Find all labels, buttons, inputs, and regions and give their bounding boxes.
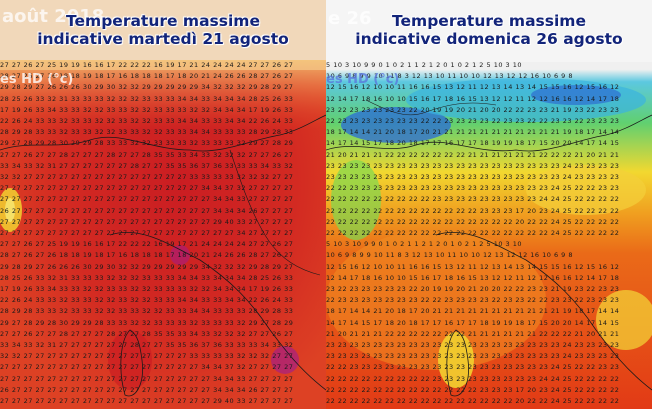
title-left: Temperature massime indicative martedì 2… [0, 12, 326, 48]
temperature-row: 22 22 22 22 22 22 22 22 22 22 22 22 22 2… [326, 385, 620, 394]
temperature-row: 22 26 24 33 33 32 33 33 32 32 33 32 32 3… [0, 117, 294, 126]
temperature-row: 23 23 23 23 23 23 23 23 23 23 23 23 23 2… [326, 173, 620, 182]
temperature-row: 23 23 23 23 23 23 23 23 23 23 23 23 23 2… [326, 161, 620, 170]
model-label-right: es HD (°c) [326, 72, 400, 87]
temperature-row: 22 23 23 23 23 23 23 23 22 22 23 23 23 2… [326, 296, 620, 305]
temperature-row: 22 22 22 22 22 22 22 22 22 23 23 23 23 2… [326, 374, 620, 383]
temperature-row: 26 27 27 27 27 27 27 27 27 27 27 27 27 2… [0, 385, 294, 394]
temperature-row: 33 34 33 32 31 27 27 27 27 27 27 28 27 2… [0, 341, 294, 350]
temperature-row: 27 27 26 27 25 19 19 16 16 17 22 22 22 1… [0, 240, 294, 249]
temperature-row: 17 19 26 33 34 33 33 32 32 33 33 32 32 3… [0, 105, 294, 114]
temperature-row: 22 22 22 22 22 22 22 22 22 22 22 22 22 2… [326, 229, 620, 238]
temperature-row: 32 32 27 27 27 27 27 27 27 27 27 27 27 2… [0, 352, 294, 361]
temperature-row: 28 25 26 33 32 31 33 33 33 32 32 32 33 3… [0, 94, 294, 103]
model-label-left: es HD (°c) [0, 72, 74, 87]
temperature-row: 17 19 26 33 34 33 33 32 32 33 33 32 32 3… [0, 285, 294, 294]
title-right: Temperature massime indicative domenica … [326, 12, 652, 48]
temperature-row: 5 10 3 10 9 9 0 1 0 2 1 1 2 1 2 0 1 0 2 … [326, 240, 523, 249]
temperature-row: 28 27 26 27 26 18 18 19 18 17 16 18 18 1… [0, 72, 294, 81]
temperature-row: 27 27 27 27 27 27 27 27 27 27 27 27 27 2… [0, 217, 294, 226]
temperature-row: 23 22 23 23 23 23 23 22 20 19 19 20 21 2… [326, 285, 620, 294]
temperature-row: 23 22 23 23 23 23 23 22 20 19 19 20 21 2… [326, 105, 620, 114]
temperature-row: 18 17 14 14 21 20 18 17 20 21 21 21 21 2… [326, 307, 620, 316]
temperature-row: 12 15 16 12 10 10 11 16 16 15 13 12 11 1… [326, 83, 620, 92]
temperature-row: 27 27 27 27 27 27 27 27 27 27 27 27 27 2… [0, 397, 294, 406]
temperature-values-left: 27 27 26 27 25 19 19 16 16 17 22 22 22 1… [0, 60, 326, 409]
title-left-line1: Temperature massime [66, 12, 260, 30]
title-left-line2: indicative martedì 21 agosto [37, 30, 289, 48]
temperature-map-right [326, 0, 652, 409]
watermark-date-left: août 2018 [2, 6, 105, 27]
temperature-row: 22 22 22 22 22 22 22 22 22 22 22 22 22 2… [326, 206, 620, 215]
temperature-row: 28 29 28 33 33 32 33 33 32 32 33 33 32 3… [0, 128, 294, 137]
temperature-row: 29 28 29 27 26 26 26 30 29 30 32 32 29 2… [0, 83, 294, 92]
temperature-row: 27 27 26 27 27 28 27 27 27 28 27 27 28 3… [0, 329, 294, 338]
temperature-row: 10 6 9 8 9 9 10 11 8 3 12 13 10 11 10 10… [326, 251, 574, 260]
temperature-row: 22 23 23 23 23 23 23 23 22 22 23 23 23 2… [326, 117, 620, 126]
temperature-values-right: 5 10 3 10 9 9 0 1 0 2 1 1 2 1 2 0 1 0 2 … [326, 60, 652, 409]
temperature-row: 28 25 26 33 32 31 33 33 33 32 32 32 33 3… [0, 273, 294, 282]
title-right-line1: Temperature massime [392, 12, 586, 30]
temperature-row: 10 6 9 8 9 9 10 11 8 3 12 13 10 11 10 10… [326, 72, 574, 81]
temperature-row: 5 10 3 10 9 9 0 1 0 2 1 1 2 1 2 0 1 0 2 … [326, 61, 523, 69]
coastline-overlay-left [0, 114, 326, 397]
temperature-row: 22 22 22 22 22 22 22 22 22 22 22 22 22 2… [326, 217, 620, 226]
temperature-row: 12 15 16 12 10 10 11 16 16 15 13 12 11 1… [326, 262, 620, 271]
temperature-row: 29 27 28 29 28 30 29 29 28 33 33 32 32 3… [0, 318, 294, 327]
map-panel-right: 5 10 3 10 9 9 0 1 0 2 1 1 2 1 2 0 1 0 2 … [326, 0, 652, 409]
temperature-row: 28 27 26 27 26 18 18 19 18 17 16 18 18 1… [0, 251, 294, 260]
temperature-row: 27 27 27 27 27 27 27 27 27 27 27 27 27 2… [0, 229, 294, 238]
map-panel-left: 27 27 26 27 25 19 19 16 16 17 22 22 22 1… [0, 0, 326, 409]
temperature-row: 22 22 23 23 23 23 23 23 23 23 23 23 23 2… [326, 363, 620, 372]
temperature-row: 12 14 17 18 16 10 10 15 16 17 18 16 15 1… [326, 273, 620, 282]
temperature-row: 23 23 23 23 23 23 23 23 23 23 23 23 23 2… [326, 352, 620, 361]
title-right-line2: indicative domenica 26 agosto [355, 30, 623, 48]
temperature-row: 22 22 22 22 22 22 22 22 22 22 22 22 22 2… [326, 397, 620, 406]
temperature-row: 27 27 26 27 27 28 27 27 27 28 27 27 28 3… [0, 150, 294, 159]
temperature-row: 27 27 26 27 25 19 19 16 16 17 22 22 22 1… [0, 61, 294, 69]
temperature-row: 14 17 14 15 17 18 20 18 17 17 16 17 17 1… [326, 139, 620, 148]
temperature-row: 14 17 14 15 17 18 20 18 17 17 16 17 17 1… [326, 318, 620, 327]
temperature-row: 22 26 24 33 33 32 33 33 32 32 33 32 32 3… [0, 296, 294, 305]
temperature-row: 12 14 17 18 16 10 10 15 16 17 18 16 15 1… [326, 94, 620, 103]
watermark-date-right: e 26 [328, 8, 372, 29]
coastline-overlay-right [326, 99, 652, 397]
temperature-row: 28 29 28 33 33 32 33 33 32 32 33 33 32 3… [0, 307, 294, 316]
temperature-row: 27 27 27 27 27 27 27 27 27 27 27 27 27 2… [0, 374, 294, 383]
temperature-row: 29 27 28 29 28 30 29 29 28 33 33 32 32 3… [0, 139, 294, 148]
temperature-row: 32 32 27 27 27 27 27 27 27 27 27 27 27 2… [0, 173, 294, 182]
temperature-row: 21 20 21 21 21 22 22 22 22 22 22 22 21 2… [326, 329, 620, 338]
temperature-row: 33 34 33 32 31 27 27 27 27 27 27 28 27 2… [0, 161, 294, 170]
temperature-row: 27 27 27 27 27 27 27 27 27 27 27 27 27 2… [0, 195, 294, 204]
temperature-row: 22 22 23 23 23 23 23 23 23 23 23 23 23 2… [326, 184, 620, 193]
temperature-row: 26 27 27 27 27 27 27 27 27 27 27 27 27 2… [0, 206, 294, 215]
temperature-row: 23 23 23 23 23 23 23 23 23 23 23 23 23 2… [326, 341, 620, 350]
temperature-row: 29 28 29 27 26 26 26 30 29 30 32 32 29 2… [0, 262, 294, 271]
temperature-map-left [0, 0, 326, 409]
temperature-row: 27 27 27 27 27 27 27 27 27 27 27 27 27 2… [0, 184, 294, 193]
temperature-row: 27 27 27 27 27 27 27 27 27 27 27 27 27 2… [0, 363, 294, 372]
temperature-row: 18 17 14 14 21 20 18 17 20 21 21 21 21 2… [326, 128, 620, 137]
temperature-row: 21 20 21 21 21 22 22 22 22 22 22 22 21 2… [326, 150, 620, 159]
temperature-row: 22 22 22 22 22 22 22 22 22 23 23 23 23 2… [326, 195, 620, 204]
